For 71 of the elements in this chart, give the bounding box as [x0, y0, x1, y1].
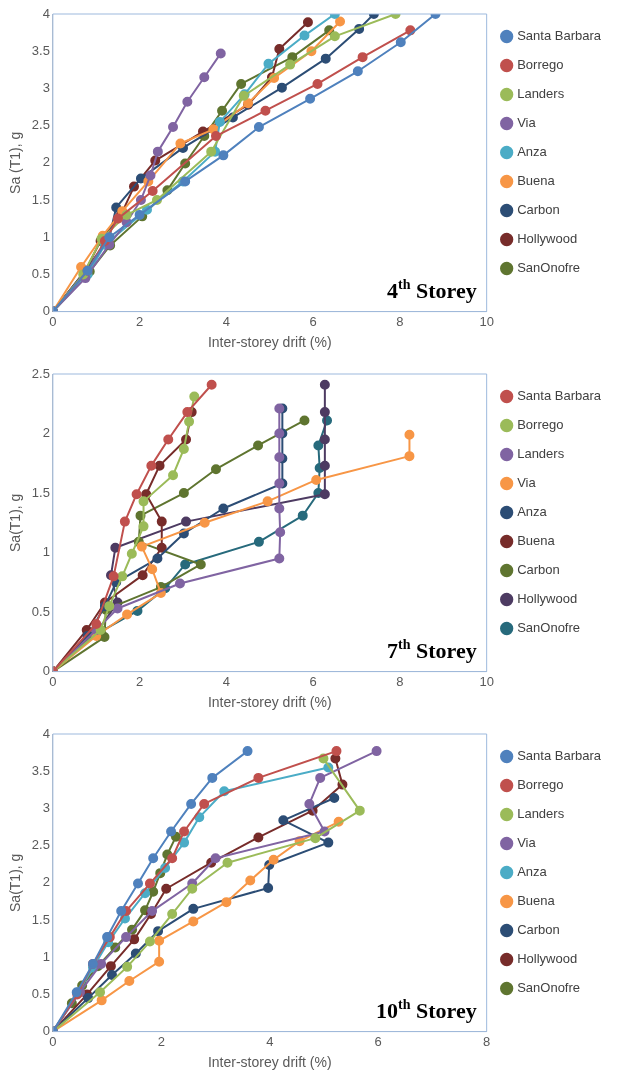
y-tick-label: 3: [42, 799, 50, 815]
legend-label: SanOnofre: [517, 620, 581, 636]
legend-label: Borrego: [517, 57, 564, 73]
legend-label: Santa Barbara: [517, 748, 602, 764]
legend-label: Borrego: [517, 777, 564, 793]
legend-label: Via: [517, 475, 537, 491]
y-tick-label: 2: [42, 154, 50, 170]
y-tick-label: 2: [42, 874, 50, 890]
y-tick-label: 2.5: [31, 117, 50, 133]
legend-label: Carbon: [517, 202, 560, 218]
legend-label: Buena: [517, 893, 556, 909]
x-tick-label: 8: [396, 313, 404, 329]
legend-label: Hollywood: [517, 231, 578, 247]
legend-label: Santa Barbara: [517, 388, 602, 404]
y-tick-label: 1.5: [31, 191, 50, 207]
legend-label: Anza: [517, 504, 548, 520]
y-tick-label: 0: [42, 1023, 50, 1039]
legend-label: Via: [517, 835, 537, 851]
y-tick-label: 0: [42, 303, 50, 319]
legend-label: Landers: [517, 806, 565, 822]
y-tick-label: 1: [42, 544, 50, 560]
legend-label: Santa Barbara: [517, 28, 602, 44]
y-tick-label: 3.5: [31, 762, 50, 778]
y-tick-label: 1.5: [31, 911, 50, 927]
y-axis-title: Sa (T1), g: [7, 131, 24, 194]
x-tick-label: 10: [479, 673, 494, 689]
legend-label: SanOnofre: [517, 980, 581, 996]
legend-label: SanOnofre: [517, 260, 581, 276]
x-tick-label: 8: [396, 673, 404, 689]
y-tick-label: 0: [42, 663, 50, 679]
y-tick-label: 4: [42, 725, 50, 741]
x-tick-label: 4: [222, 313, 231, 329]
y-tick-label: 0.5: [31, 265, 50, 281]
x-tick-label: 6: [309, 673, 317, 689]
x-axis-title: Inter-storey drift (%): [207, 334, 332, 351]
y-tick-label: 3.5: [31, 42, 50, 58]
y-tick-label: 0.5: [31, 985, 50, 1001]
x-axis-title: Inter-storey drift (%): [207, 1054, 332, 1071]
y-tick-label: 2.5: [31, 365, 50, 381]
y-tick-label: 2: [42, 425, 50, 441]
y-tick-label: 2.5: [31, 837, 50, 853]
legend-label: Carbon: [517, 562, 560, 578]
y-tick-label: 1.5: [31, 484, 50, 500]
legend-label: Hollywood: [517, 951, 578, 967]
x-tick-label: 4: [266, 1033, 274, 1049]
x-axis-title: Inter-storey drift (%): [207, 694, 332, 711]
y-tick-label: 3: [42, 79, 50, 95]
legend-label: Buena: [517, 533, 556, 549]
legend-label: Hollywood: [517, 591, 578, 607]
y-axis-title: Sa(T1), g: [7, 493, 24, 552]
x-tick-label: 6: [309, 313, 317, 329]
x-tick-label: 8: [483, 1033, 491, 1049]
legend-label: Via: [517, 115, 537, 131]
legend-label: Landers: [517, 86, 565, 102]
legend-label: Borrego: [517, 417, 564, 433]
x-tick-label: 2: [136, 673, 144, 689]
x-tick-label: 6: [374, 1033, 382, 1049]
y-tick-label: 0.5: [31, 603, 50, 619]
legend-label: Anza: [517, 144, 548, 160]
y-axis-title: Sa(T1), g: [7, 853, 24, 912]
y-tick-label: 1: [42, 228, 50, 244]
legend-label: Landers: [517, 446, 565, 462]
x-tick-label: 10: [479, 313, 494, 329]
legend-label: Buena: [517, 173, 556, 189]
x-tick-label: 2: [136, 313, 144, 329]
legend-label: Carbon: [517, 922, 560, 938]
x-tick-label: 4: [222, 673, 231, 689]
legend-label: Anza: [517, 864, 548, 880]
y-tick-label: 4: [42, 5, 50, 21]
x-tick-label: 2: [157, 1033, 165, 1049]
y-tick-label: 1: [42, 948, 50, 964]
